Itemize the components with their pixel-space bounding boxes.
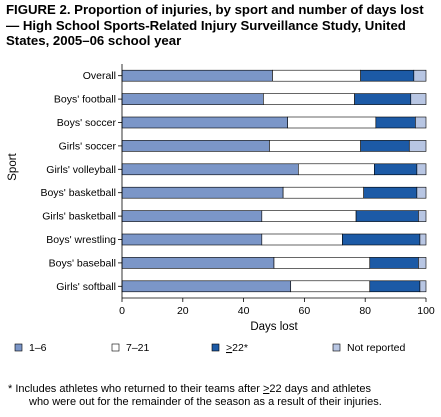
x-tick-label: 40 [238, 305, 250, 317]
bar-segment [369, 257, 419, 269]
footnote-line1-before: Includes athletes who returned to their … [12, 383, 263, 395]
category-label: Girls' soccer [59, 140, 117, 152]
bar-segment [121, 93, 264, 105]
legend-label: 1–6 [29, 342, 47, 354]
x-tick-label: 60 [299, 305, 311, 317]
x-tick-labels: 0 20 40 60 80 100 [119, 305, 435, 317]
legend-swatch [111, 343, 120, 352]
legend-label: 7–21 [126, 342, 150, 354]
category-labels: Overall Boys' football Boys' soccer Girls' … [40, 70, 116, 293]
x-tick-label: 0 [119, 305, 125, 317]
category-label: Boys' baseball [49, 257, 116, 269]
bar-segment [416, 163, 427, 176]
bar-segment [360, 69, 415, 82]
bar-segment [261, 233, 343, 246]
bar-segment [415, 116, 427, 129]
bar-segment [363, 186, 418, 199]
bar-segment [121, 116, 288, 129]
bar-segment [360, 140, 410, 152]
bar-segment [419, 280, 427, 293]
bar-segment [342, 233, 421, 246]
legend-swatch [14, 343, 23, 352]
bar-segment [418, 210, 427, 222]
bar-area [121, 69, 427, 293]
bar-segment [418, 257, 427, 269]
bar-segment [273, 257, 371, 269]
x-axis-label: Days lost [250, 321, 298, 333]
category-label: Girls' basketball [42, 211, 116, 223]
bar-segment [121, 210, 263, 222]
x-tick-label: 80 [359, 305, 371, 317]
category-label: Boys' soccer [57, 117, 117, 129]
footnote-line2: who were out for the remainder of the se… [29, 396, 382, 408]
bar-segment [121, 163, 299, 176]
bar-segment [121, 257, 275, 269]
legend-swatch [332, 343, 341, 352]
legend-label: Not reported [347, 342, 406, 354]
bar-segment [298, 163, 375, 176]
category-label: Boys' basketball [40, 187, 116, 199]
footnote-ge-symbol: > [262, 383, 270, 395]
x-tick-label: 100 [417, 305, 435, 317]
bar-segment [121, 186, 284, 199]
bar-segment [408, 140, 427, 152]
category-label: Boys' football [54, 94, 116, 106]
footnote-line1-after: 22 days and athletes [269, 383, 371, 395]
category-label: Overall [83, 70, 116, 82]
bar-segment [354, 93, 412, 105]
bar-segment [121, 140, 270, 152]
bar-segment [355, 210, 419, 222]
bar-segment [410, 93, 427, 105]
axes [118, 64, 427, 302]
bar-segment [290, 280, 371, 293]
category-label: Girls' softball [56, 281, 116, 293]
bar-segment [374, 163, 418, 176]
bar-segment [413, 69, 427, 82]
bar-segment [282, 186, 364, 199]
category-label: Boys' wrestling [46, 234, 116, 246]
bar-segment [375, 116, 416, 129]
bar-segment [121, 233, 263, 246]
bar-segment [419, 233, 427, 246]
bar-segment [261, 210, 357, 222]
x-tick-label: 20 [177, 305, 189, 317]
bar-segment [263, 93, 355, 105]
bar-segment [121, 69, 273, 82]
legend-swatch [211, 343, 220, 352]
bar-segment [269, 140, 361, 152]
figure-title: FIGURE 2. Proportion of injuries, by spo… [6, 2, 424, 48]
legend-label: >22* [226, 342, 248, 354]
category-label: Girls' volleyball [46, 164, 116, 176]
bar-segment [121, 280, 292, 293]
footnote-marker: * [8, 383, 13, 395]
bar-segment [287, 116, 377, 129]
bar-segment [369, 280, 421, 293]
legend: 1–6 7–21 >22* Not reported [14, 342, 406, 354]
footnote: * Includes athletes who returned to thei… [8, 383, 438, 409]
bar-segment [416, 186, 427, 199]
y-axis-label: Sport [7, 152, 19, 180]
bar-segment [272, 69, 361, 82]
